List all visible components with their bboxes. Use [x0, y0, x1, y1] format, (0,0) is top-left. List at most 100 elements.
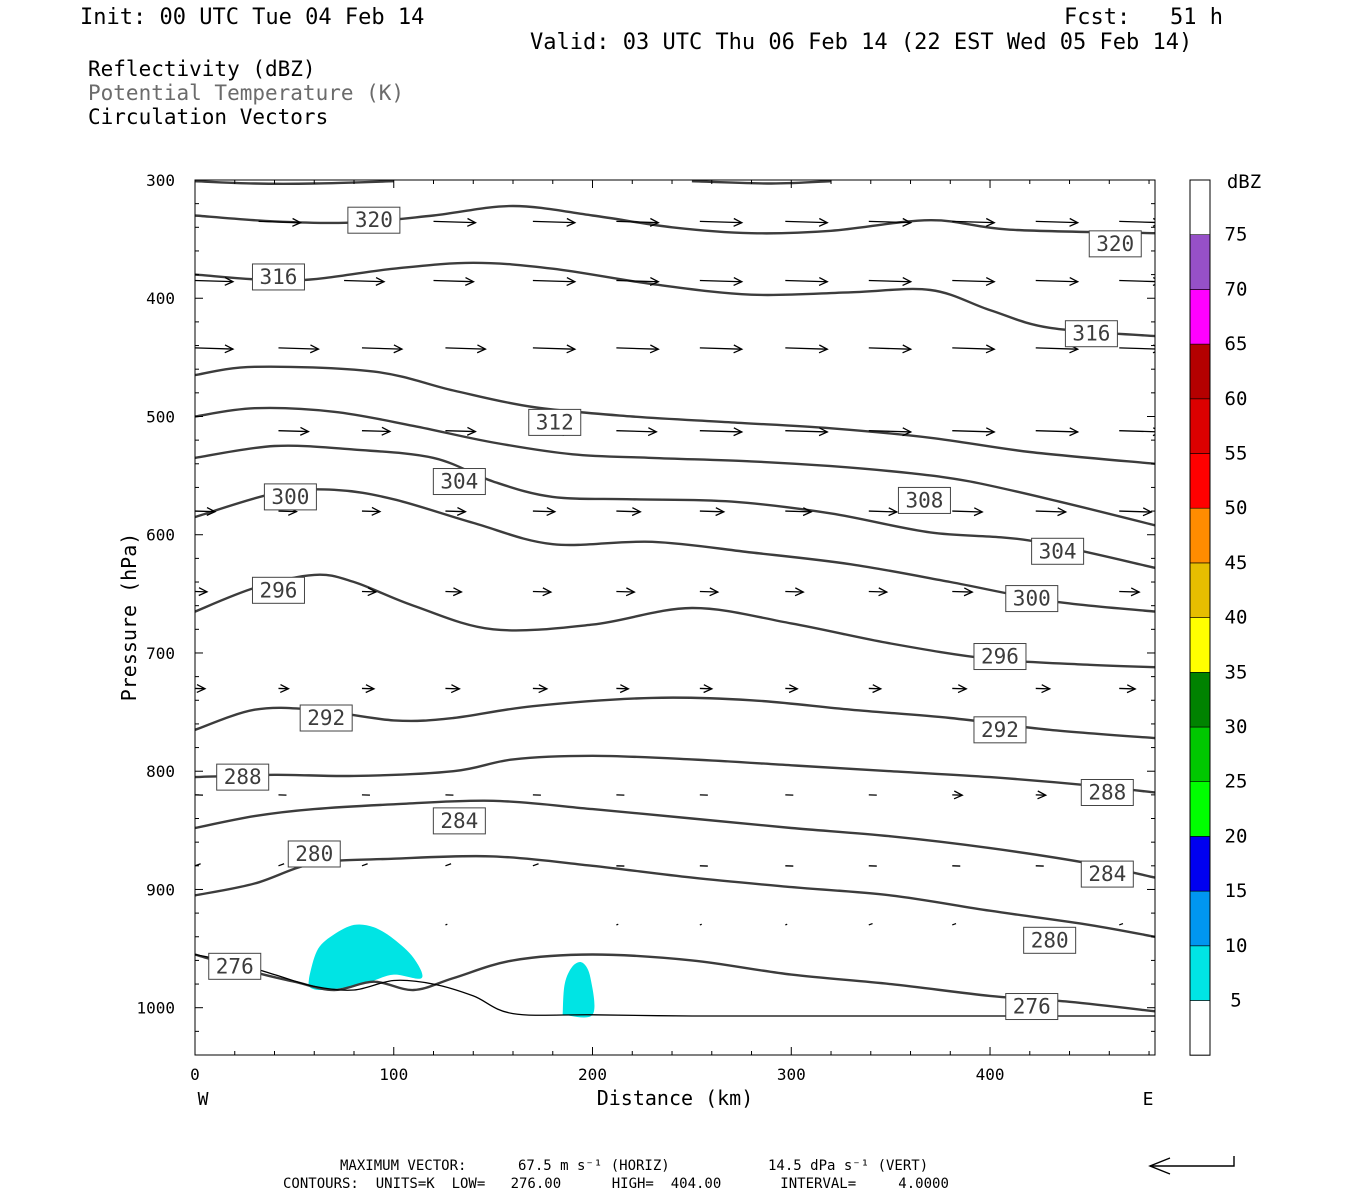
circulation-vector [952, 427, 996, 437]
colorbar-label: 50 [1225, 497, 1248, 519]
vector-head [476, 344, 487, 354]
contour-label-box [897, 486, 951, 514]
circulation-vector [278, 863, 285, 867]
x-axis-title: Distance (km) [597, 1086, 754, 1110]
vector-shaft [868, 220, 911, 224]
y-tick-label: 700 [146, 644, 175, 663]
vector-shaft [344, 279, 385, 283]
vector-head [371, 506, 382, 516]
vector-shaft [532, 347, 575, 350]
circulation-vector [361, 426, 392, 436]
contour-label-text: 320 [355, 208, 393, 232]
vector-shaft [699, 923, 702, 926]
circulation-vector [616, 587, 636, 597]
vector-head [566, 344, 577, 354]
circulation-vector [868, 344, 913, 354]
circulation-vector [616, 277, 660, 287]
colorbar-label: 75 [1225, 224, 1248, 246]
vector-shaft [1119, 922, 1124, 926]
circulation-vector [278, 684, 290, 694]
colorbar-segment [1189, 671, 1211, 728]
vector-shaft [1035, 220, 1078, 224]
contour-label-304: 304 [1031, 537, 1085, 565]
circulation-vector [785, 923, 788, 926]
circulation-vector [445, 587, 463, 597]
vector-head [365, 684, 376, 694]
circulation-vector [344, 276, 386, 286]
vector-head [878, 587, 889, 597]
circulation-vector [1035, 507, 1068, 517]
footer-max-horiz: 67.5 m s⁻¹ (HORIZ) [518, 1158, 670, 1174]
contour-label-box [1031, 537, 1085, 565]
colorbar-label: 40 [1225, 607, 1248, 629]
colorbar-segment [1189, 945, 1211, 1001]
contour-label-312: 312 [528, 408, 582, 436]
colorbar-label: 15 [1225, 880, 1248, 902]
contour-label-292: 292 [973, 716, 1027, 744]
vector-head [709, 587, 720, 597]
circulation-vector [445, 684, 461, 694]
vector-head [1057, 507, 1068, 517]
y-tick-label: 400 [146, 289, 175, 308]
circulation-vector [445, 344, 487, 354]
contour-label-box [1088, 230, 1142, 258]
footer-max-vert: 14.5 dPa s⁻¹ (VERT) [768, 1158, 929, 1174]
contour-label-text: 316 [260, 265, 298, 289]
contour-label-box [347, 206, 401, 234]
colorbar-segment [1189, 617, 1211, 673]
circulation-vector [532, 684, 549, 694]
circulation-vector [785, 427, 829, 437]
circulation-vector [361, 684, 376, 694]
vector-head [1130, 587, 1141, 597]
contour-label-316: 316 [251, 263, 305, 291]
vector-shaft [868, 347, 911, 350]
circulation-vector [952, 277, 996, 287]
colorbar-frame [1189, 179, 1211, 1056]
circulation-vector [195, 344, 235, 354]
vector-head [788, 684, 799, 694]
vector-head [1037, 790, 1048, 800]
contour-label-276: 276 [208, 952, 262, 980]
circulation-vector [1119, 684, 1137, 694]
circulation-vector [1119, 277, 1155, 287]
vector-head [1069, 277, 1080, 287]
theta-contour-280 [195, 854, 1155, 938]
vector-shaft [785, 220, 828, 224]
circulation-vector [785, 344, 829, 354]
circulation-vector [278, 426, 310, 436]
vector-shaft [868, 279, 911, 283]
contour-label-276: 276 [1005, 993, 1059, 1021]
y-tick-label: 300 [146, 171, 175, 190]
vector-shaft [952, 220, 995, 224]
vector-head [985, 217, 996, 227]
vector-head [542, 587, 553, 597]
contour-label-text: 300 [271, 485, 309, 509]
circulation-vector [952, 217, 996, 227]
contour-label-box [251, 576, 305, 604]
y-axis-title: Pressure (hPa) [117, 533, 141, 702]
colorbar-label: 60 [1225, 388, 1248, 410]
circulation-vector [258, 217, 303, 227]
vector-head [985, 344, 996, 354]
circulation-vector [361, 506, 382, 516]
circulation-vector [785, 587, 805, 597]
colorbar-unit: dBZ [1227, 171, 1261, 193]
circulation-vector [952, 344, 996, 354]
theta-contour-284 [195, 799, 1155, 879]
vector-head [467, 217, 477, 227]
vector-head [452, 587, 463, 597]
vector-head [198, 587, 209, 597]
y-tick-label: 900 [146, 880, 175, 899]
circulation-vector [952, 790, 964, 800]
colorbar-segment [1189, 781, 1211, 837]
vector-shaft [532, 220, 575, 224]
vector-head [466, 426, 477, 436]
footer-contours: CONTOURS: UNITS=K LOW= 276.00 HIGH= 404.… [283, 1176, 949, 1192]
vector-shaft [258, 220, 301, 224]
vector-head [985, 277, 996, 287]
vector-head [279, 684, 290, 694]
vector-shaft [699, 430, 742, 433]
theta-contour-276 [195, 953, 1155, 1013]
contour-label-box [1005, 585, 1059, 613]
